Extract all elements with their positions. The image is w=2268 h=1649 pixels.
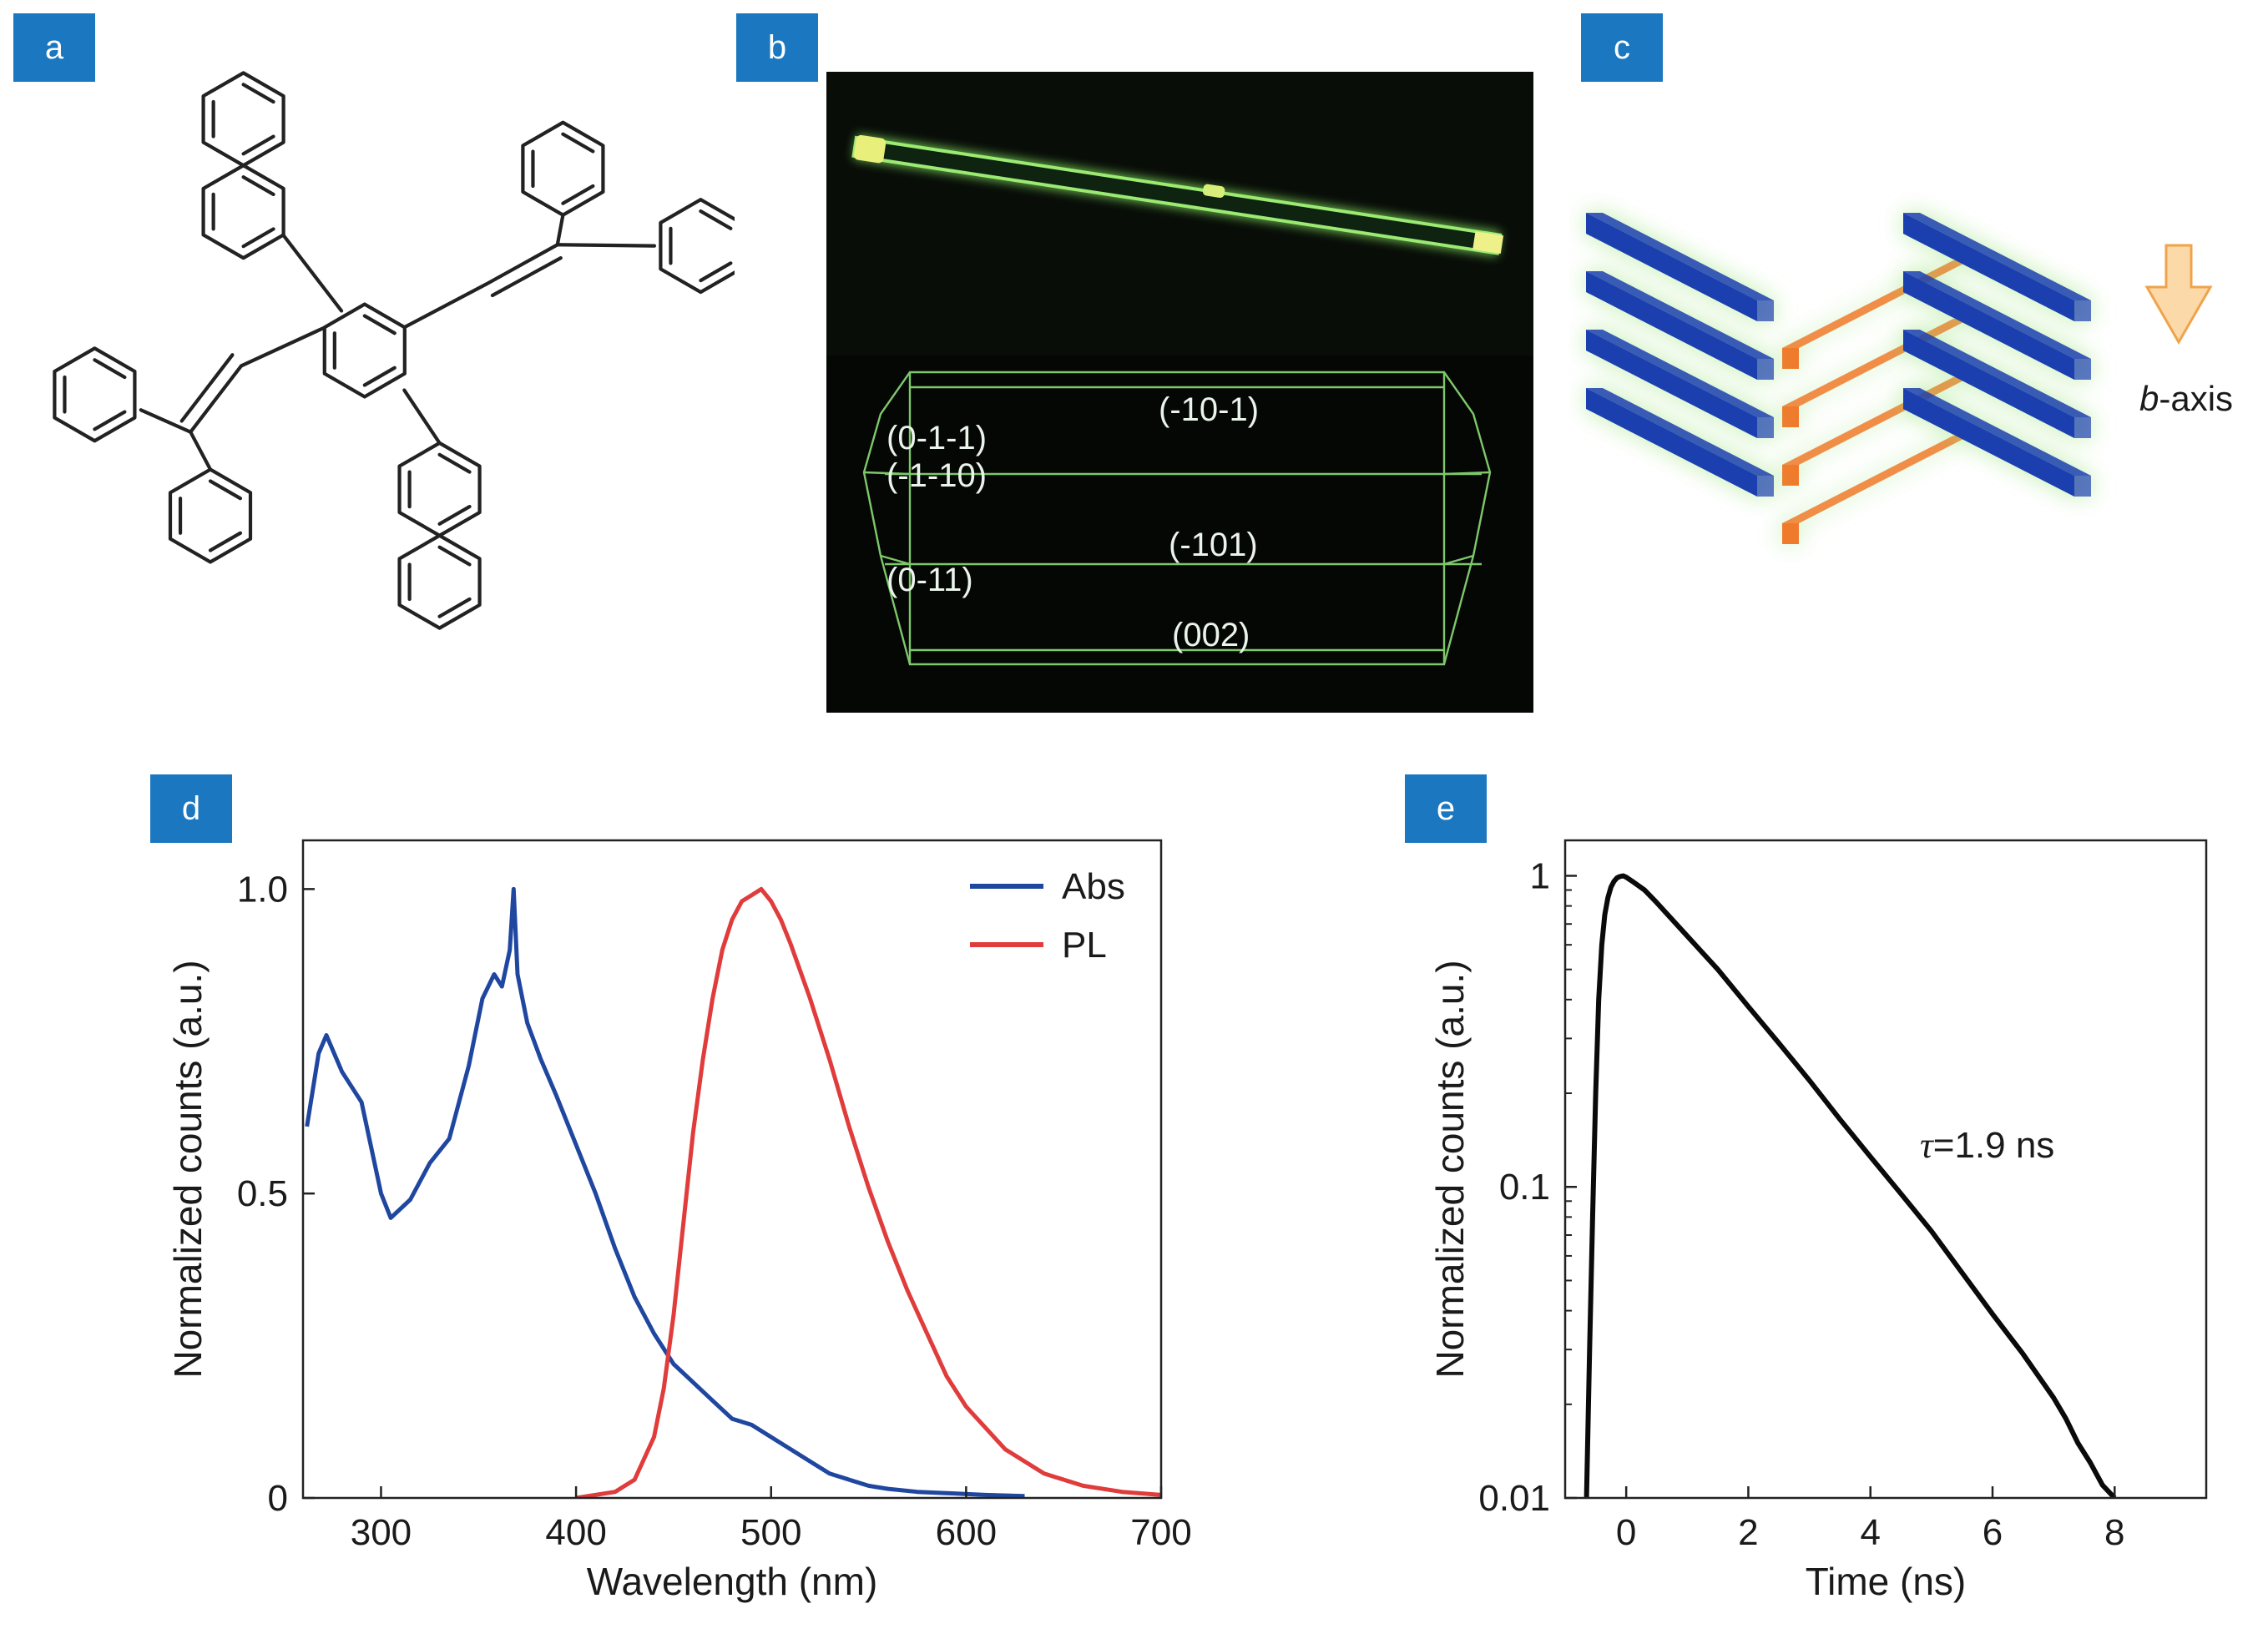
- facet-label-2: (0-1-1): [886, 420, 987, 456]
- x-tick-label: 4: [1860, 1512, 1880, 1553]
- facet-label-6: (002): [1172, 617, 1250, 653]
- panel-label-a: a: [13, 13, 95, 82]
- panel-label-d-text: d: [181, 790, 201, 827]
- b-axis-arrow: [2144, 244, 2213, 345]
- plot-frame: [301, 839, 1163, 1500]
- x-tick-label: 8: [2104, 1512, 2124, 1553]
- panel-label-e-text: e: [1436, 790, 1456, 827]
- y-tick-label: 1.0: [237, 869, 288, 910]
- x-tick-label: 600: [936, 1512, 997, 1553]
- y-tick-label: 0.01: [1478, 1478, 1550, 1519]
- y-tick-label: 0.1: [1499, 1167, 1550, 1208]
- central-benzene-ring: [322, 302, 407, 399]
- y-tick-label: 0: [268, 1478, 288, 1519]
- b-axis-label: b-axis: [2139, 379, 2233, 418]
- facet-labels: (-10-1) (0-1-1) (-1-10) (0-11) (-101) (0…: [886, 391, 1259, 653]
- phenyl-ring: [168, 467, 253, 564]
- molecular-packing-diagram: b-axis: [1586, 213, 2233, 544]
- legend-label-abs: Abs: [1062, 866, 1125, 907]
- blue-molecule-slab: [1903, 330, 2091, 438]
- naphthalene-ring: [397, 441, 482, 537]
- panel-label-b: b: [736, 13, 818, 82]
- needle-crystal: [851, 134, 1504, 257]
- blue-molecule-slab: [1586, 388, 1774, 497]
- facet-label-4: (0-11): [886, 562, 973, 598]
- series-line-pl: [575, 886, 1161, 1498]
- absorption-pl-chart: 300 400 500 600 700 0 0.5 1.0 Wavelength (nm) Nor…: [166, 839, 1192, 1603]
- x-tick-label: 700: [1130, 1512, 1191, 1553]
- b-axis-label-rest: -axis: [2159, 379, 2233, 418]
- x-axis-label: Time (ns): [1806, 1560, 1967, 1603]
- panel-label-b-text: b: [767, 29, 787, 66]
- blue-molecule-slab: [1903, 213, 2091, 321]
- panel-label-a-text: a: [44, 29, 64, 66]
- panel-label-c-text: c: [1614, 29, 1630, 66]
- crystal-micrograph: (-10-1) (0-1-1) (-1-10) (0-11) (-101) (0…: [826, 72, 1533, 713]
- series-line-abs: [305, 886, 1025, 1498]
- blue-molecule-slab: [1586, 213, 1774, 321]
- decay-chart: 0 2 4 6 8 0.01 0.1 1 Time (ns) Normalized counts …: [1428, 839, 2208, 1603]
- crystal-habit-wireframe: [862, 371, 1492, 666]
- y-axis-label: Normalized counts (a.u.): [1428, 960, 1472, 1378]
- blue-molecule-slab: [1903, 271, 2091, 380]
- facet-label-3: (-1-10): [886, 457, 987, 494]
- x-axis-label: Wavelength (nm): [587, 1560, 878, 1603]
- naphthalene-ring: [201, 164, 285, 260]
- panel-label-d: d: [150, 774, 232, 843]
- molecule-structure: [53, 71, 735, 630]
- naphthalene-ring: [397, 533, 482, 630]
- x-tick-label: 6: [1983, 1512, 2003, 1553]
- x-tick-label: 2: [1738, 1512, 1758, 1553]
- panel-label-c: c: [1581, 13, 1663, 82]
- x-tick-label: 500: [740, 1512, 801, 1553]
- y-tick-label: 1: [1530, 855, 1550, 896]
- x-tick-label: 0: [1616, 1512, 1636, 1553]
- y-tick-label: 0.5: [237, 1173, 288, 1214]
- lifetime-annotation: τ=1.9 ns: [1920, 1125, 2054, 1166]
- blue-molecule-slab: [1586, 330, 1774, 438]
- blue-molecule-slab: [1586, 271, 1774, 380]
- lifetime-symbol: τ: [1920, 1125, 1935, 1166]
- series-line-decay: [1584, 873, 2117, 1498]
- phenyl-ring: [53, 346, 137, 443]
- legend-label-pl: PL: [1062, 925, 1107, 966]
- facet-label-1: (-10-1): [1159, 391, 1259, 428]
- orange-molecule-slab: [1782, 436, 1970, 544]
- b-axis-label-italic: b: [2139, 379, 2159, 418]
- blue-molecule-slab: [1903, 388, 2091, 497]
- lifetime-value: =1.9 ns: [1933, 1125, 2055, 1166]
- facet-label-5: (-101): [1169, 527, 1258, 563]
- x-tick-label: 300: [351, 1512, 412, 1553]
- x-tick-label: 400: [545, 1512, 606, 1553]
- y-axis-label: Normalized counts (a.u.): [166, 960, 210, 1378]
- phenyl-ring: [521, 120, 605, 217]
- panel-label-e: e: [1405, 774, 1487, 843]
- phenyl-ring: [659, 198, 735, 295]
- naphthalene-ring: [201, 71, 285, 168]
- plot-frame: [1563, 839, 2208, 1500]
